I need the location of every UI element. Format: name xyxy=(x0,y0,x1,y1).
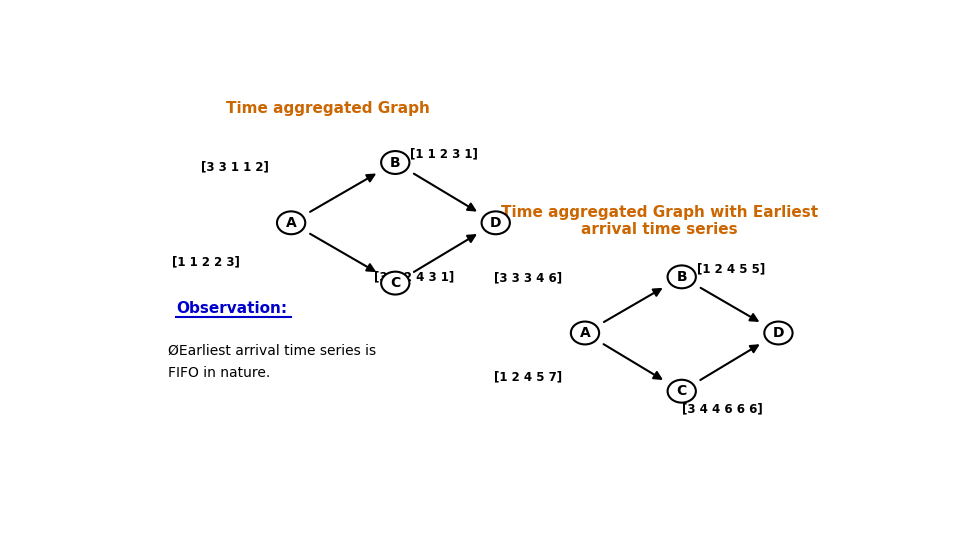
Text: [3 3 3 4 6]: [3 3 3 4 6] xyxy=(493,271,562,284)
Text: [3 4 4 6 6 6]: [3 4 4 6 6 6] xyxy=(683,403,763,416)
Ellipse shape xyxy=(571,321,599,345)
Ellipse shape xyxy=(277,211,305,234)
Text: Observation:: Observation: xyxy=(176,301,287,315)
Text: D: D xyxy=(773,326,784,340)
Text: [1 1 2 2 3]: [1 1 2 2 3] xyxy=(172,256,239,269)
Text: C: C xyxy=(390,276,400,290)
Ellipse shape xyxy=(381,151,409,174)
Ellipse shape xyxy=(381,272,409,294)
Text: Time aggregated Graph with Earliest
arrival time series: Time aggregated Graph with Earliest arri… xyxy=(501,205,818,237)
Ellipse shape xyxy=(764,321,793,345)
Text: [1 2 4 5 7]: [1 2 4 5 7] xyxy=(493,370,562,383)
Ellipse shape xyxy=(667,266,696,288)
Ellipse shape xyxy=(667,380,696,403)
Text: B: B xyxy=(390,156,400,170)
Text: C: C xyxy=(677,384,686,398)
Ellipse shape xyxy=(482,211,510,234)
Text: [3 3 2 4 3 1]: [3 3 2 4 3 1] xyxy=(373,271,454,284)
Text: [1 1 2 3 1]: [1 1 2 3 1] xyxy=(410,148,477,161)
Text: B: B xyxy=(677,270,687,284)
Text: D: D xyxy=(490,216,501,230)
Text: [1 2 4 5 5]: [1 2 4 5 5] xyxy=(698,262,766,275)
Text: Time aggregated Graph: Time aggregated Graph xyxy=(227,101,430,116)
Text: [3 3 1 1 2]: [3 3 1 1 2] xyxy=(202,160,269,173)
Text: A: A xyxy=(580,326,590,340)
Text: A: A xyxy=(286,216,297,230)
Text: ØEarliest arrival time series is
FIFO in nature.: ØEarliest arrival time series is FIFO in… xyxy=(168,343,376,381)
